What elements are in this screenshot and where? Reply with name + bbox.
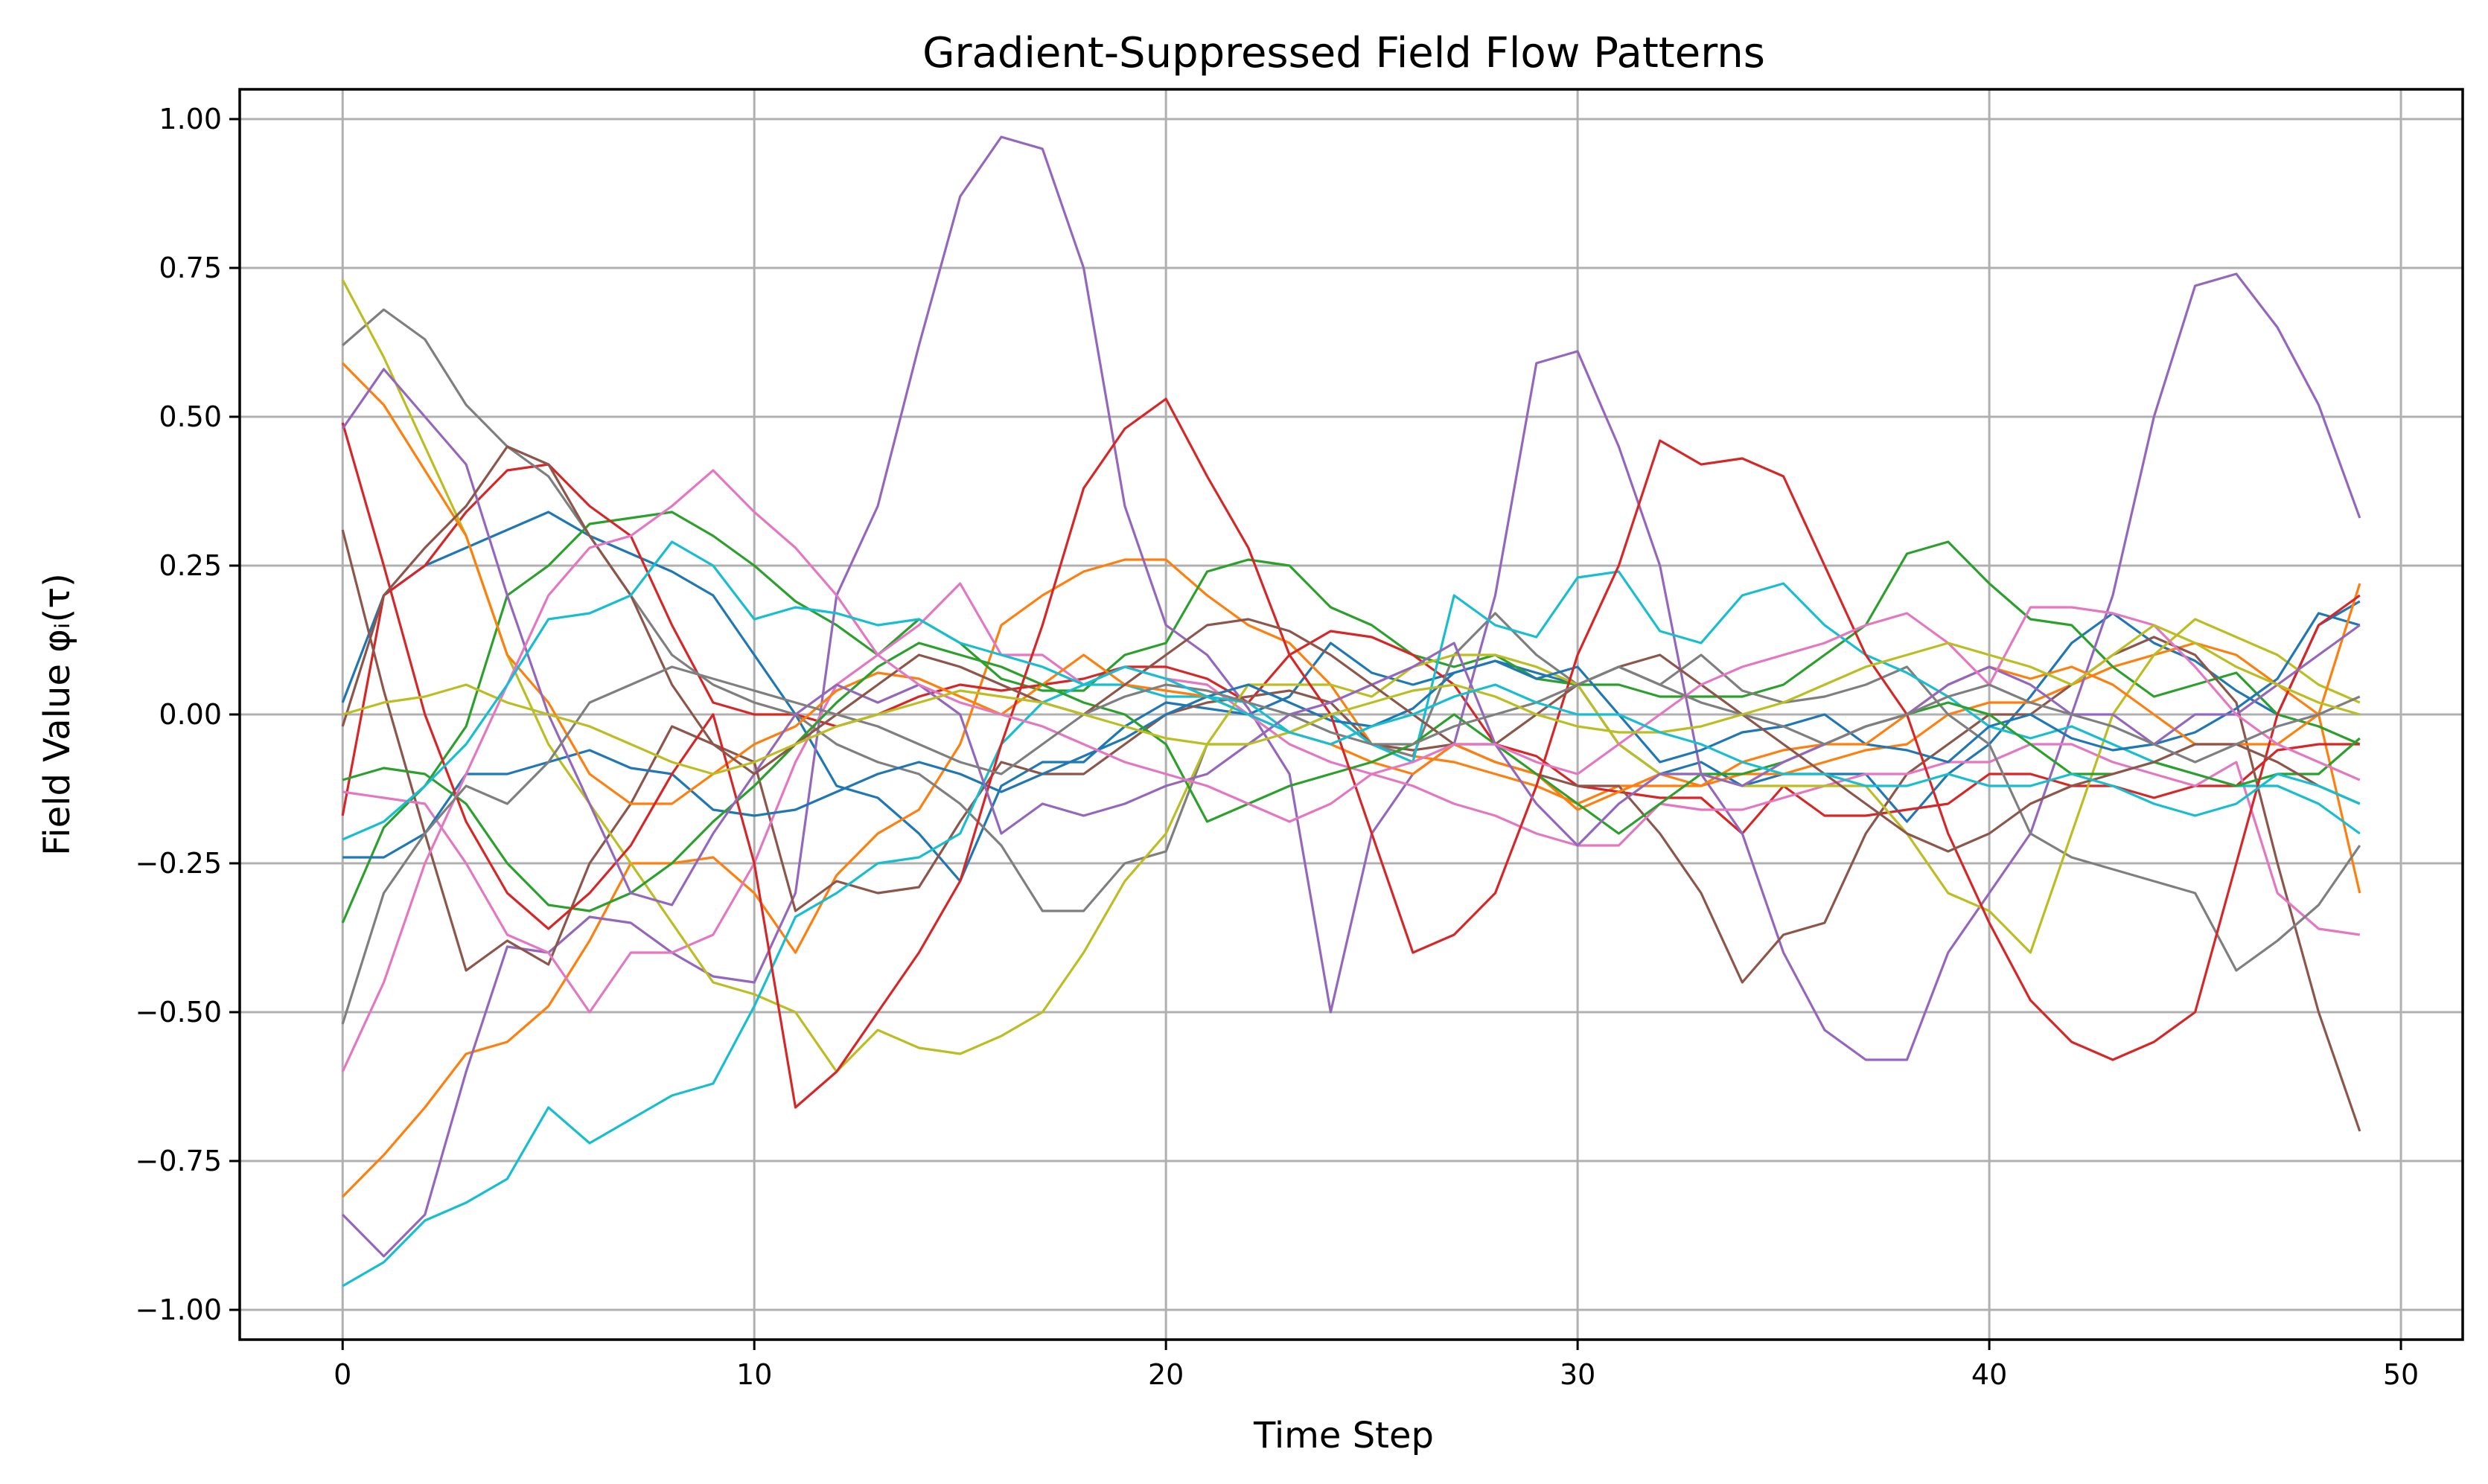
series-line-3 [341, 511, 2361, 924]
plot-frame [238, 88, 2464, 1341]
x-tick-label: 40 [1971, 1358, 2007, 1391]
x-tick-label: 10 [736, 1358, 772, 1391]
series-line-10 [342, 570, 2361, 1288]
series-line-5 [342, 135, 2361, 1258]
chart-title: Gradient-Suppressed Field Flow Patterns [922, 29, 1765, 77]
y-tick-label: −0.25 [135, 847, 222, 880]
y-axis-label: Field Value φᵢ(τ) [36, 573, 78, 856]
y-tick-label: −1.00 [135, 1293, 222, 1326]
series-line-20 [342, 540, 2361, 841]
tick-labels: 0 10 20 30 40 50 1.00 0.75 0.50 0.25 0.00 −0.25 −0.5… [135, 103, 2420, 1391]
y-tick-label: −0.50 [135, 996, 222, 1029]
series-line-1 [341, 511, 2361, 883]
axes [229, 88, 2464, 1350]
series-line-11 [342, 612, 2361, 859]
series-line-13 [342, 642, 2361, 912]
x-tick-label: 30 [1560, 1358, 1595, 1391]
y-tick-label: 0.75 [159, 252, 222, 284]
y-tick-label: −0.75 [135, 1145, 222, 1177]
series-line-12 [342, 362, 2361, 811]
y-tick-label: 0.50 [159, 400, 222, 433]
series-line-16 [341, 445, 2361, 853]
y-tick-label: 0.00 [159, 698, 222, 731]
x-tick-label: 0 [334, 1358, 351, 1391]
y-tick-label: 0.25 [159, 549, 222, 582]
x-tick-label: 20 [1148, 1358, 1184, 1391]
x-axis-label: Time Step [1253, 1415, 1434, 1456]
series-group [341, 135, 2361, 1288]
series-line-17 [341, 469, 2361, 1072]
series-line-18 [341, 665, 2361, 1025]
series-line-4 [341, 463, 2360, 835]
series-line-9 [341, 279, 2361, 1073]
series-line-2 [342, 558, 2361, 1198]
series-line-15 [341, 368, 2361, 906]
series-line-19 [342, 624, 2361, 775]
x-tick-label: 50 [2383, 1358, 2419, 1391]
grid [240, 89, 2463, 1340]
y-tick-label: 1.00 [159, 103, 222, 135]
